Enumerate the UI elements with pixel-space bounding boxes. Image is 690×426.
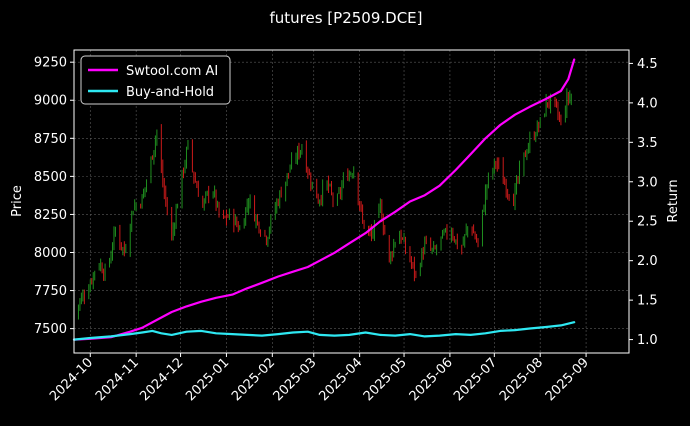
right-return-axis: 1.0 1.5 2.0 2.5 3.0 3.5 4.0 4.5: [629, 57, 658, 348]
y-tick-label-return: 3.5: [637, 136, 658, 151]
y-tick-label-price: 8000: [34, 246, 67, 261]
y-tick-label-price: 8500: [34, 170, 67, 185]
y-tick-label-price: 9250: [34, 56, 67, 71]
y-tick-label-price: 7500: [34, 322, 67, 337]
plot-frame: [73, 49, 630, 354]
legend-label-bh: Buy-and-Hold: [126, 85, 214, 100]
y-axis-label-return: Return: [666, 179, 681, 222]
left-price-axis: 7500 7750 8000 8250 8500 8750 9000 9250: [34, 56, 74, 337]
legend-box: [80, 55, 231, 105]
legend: Swtool.com AI Buy-and-Hold: [80, 55, 231, 105]
y-tick-label-price: 7750: [34, 284, 67, 299]
series-line-buy-and-hold: [72, 321, 576, 341]
y-tick-label-price: 9000: [34, 94, 67, 109]
legend-label-ai: Swtool.com AI: [126, 64, 218, 79]
y-tick-label-return: 1.5: [637, 294, 658, 309]
return-lines: [72, 58, 576, 341]
y-tick-label-return: 1.0: [637, 333, 658, 348]
y-tick-label-return: 2.0: [637, 254, 658, 269]
y-tick-label-return: 4.0: [637, 96, 658, 111]
chart-title: futures [P2509.DCE]: [269, 9, 422, 27]
y-tick-label-return: 4.5: [637, 57, 658, 72]
y-tick-label-return: 3.0: [637, 175, 658, 190]
grid: [74, 50, 629, 353]
price-candles: [73, 88, 572, 320]
y-tick-label-return: 2.5: [637, 215, 658, 230]
series-line-ai: [72, 58, 576, 341]
y-tick-label-price: 8250: [34, 208, 67, 223]
y-tick-label-price: 8750: [34, 132, 67, 147]
y-axis-label-price: Price: [10, 185, 25, 217]
